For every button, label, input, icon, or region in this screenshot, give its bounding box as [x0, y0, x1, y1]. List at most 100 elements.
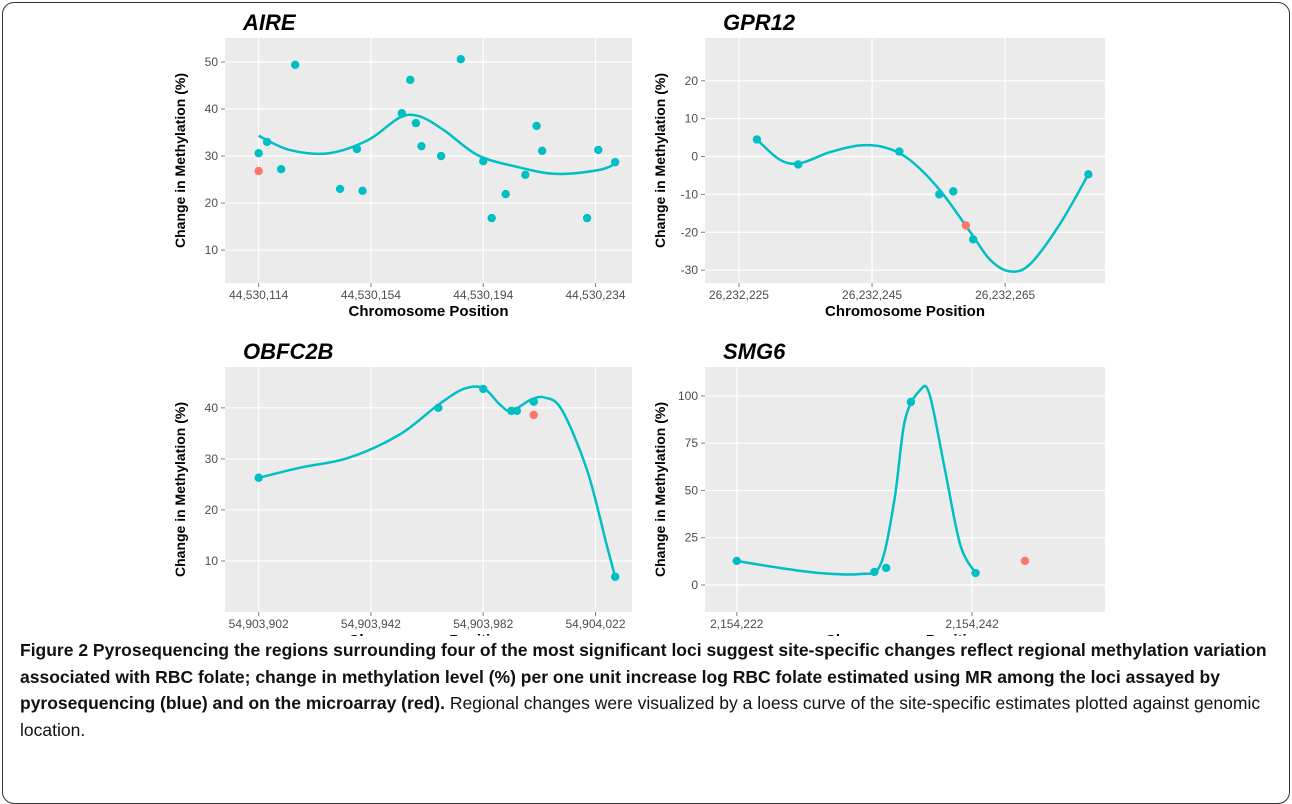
y-tick-label: 20	[205, 196, 219, 210]
y-tick-label: 10	[685, 112, 699, 126]
point	[594, 145, 603, 155]
y-tick-label: 50	[685, 483, 699, 497]
loess-curve	[258, 385, 617, 578]
point	[456, 54, 465, 64]
y-tick-label: 0	[691, 150, 698, 164]
x-tick-label: 44,530,234	[565, 288, 625, 302]
x-tick-label: 54,904,022	[565, 617, 625, 631]
point	[521, 170, 530, 180]
x-tick-label: 44,530,114	[229, 288, 288, 302]
x-axis-label: Chromosome Position	[825, 632, 985, 636]
point	[335, 184, 345, 194]
point	[479, 384, 488, 394]
point	[417, 141, 426, 151]
x-tick-label: 26,232,265	[975, 288, 1035, 302]
chart-title: SMG6	[723, 339, 786, 364]
loess-curve	[736, 384, 977, 576]
chart-title: AIRE	[242, 10, 297, 35]
point	[793, 160, 803, 169]
point	[254, 473, 263, 482]
point	[881, 563, 891, 573]
point	[1020, 556, 1030, 566]
point	[961, 221, 971, 230]
plot-background	[705, 38, 1105, 283]
point	[529, 410, 538, 420]
y-tick-label: 10	[205, 554, 219, 568]
x-tick-label: 54,903,982	[453, 617, 513, 631]
x-axis-label: Chromosome Position	[825, 303, 985, 320]
caption-text: Regional changes were visualized by a lo…	[20, 693, 1261, 740]
point	[434, 403, 443, 413]
y-tick-label: -30	[681, 263, 699, 277]
point	[411, 118, 421, 128]
point	[254, 149, 263, 158]
x-tick-label: 2,154,222	[710, 617, 764, 631]
point	[906, 397, 916, 407]
y-tick-label: 75	[685, 436, 699, 450]
caption-bold: Figure 2 Pyrosequencing the regions surr…	[20, 640, 1267, 713]
chart-title: OBFC2B	[243, 339, 334, 364]
point	[254, 166, 263, 176]
x-tick-label: 44,530,154	[341, 288, 401, 302]
point	[501, 189, 510, 199]
point	[582, 213, 592, 223]
plot-background	[225, 367, 632, 612]
y-axis-label: Change in Methylation (%)	[652, 402, 668, 577]
point	[397, 109, 407, 118]
y-axis-label: Change in Methylation (%)	[652, 73, 668, 248]
point	[935, 190, 944, 199]
point	[969, 235, 978, 244]
y-tick-label: 20	[685, 74, 699, 88]
y-tick-label: 40	[205, 102, 219, 116]
point	[895, 147, 904, 156]
plot-background	[705, 367, 1105, 612]
point	[1084, 170, 1093, 179]
x-tick-label: 54,903,942	[341, 617, 401, 631]
y-tick-label: 100	[678, 389, 698, 403]
point	[752, 135, 762, 144]
point	[487, 213, 496, 223]
y-tick-label: 30	[205, 452, 219, 466]
x-tick-label: 26,232,245	[842, 288, 902, 302]
point	[290, 60, 300, 70]
x-tick-label: 54,903,902	[229, 617, 289, 631]
x-tick-label: 26,232,225	[709, 288, 769, 302]
point	[358, 186, 367, 196]
point	[610, 157, 620, 167]
point	[537, 146, 547, 156]
y-tick-label: 30	[205, 149, 219, 163]
y-tick-label: 20	[205, 503, 219, 517]
y-tick-label: 40	[205, 401, 219, 415]
y-tick-label: 10	[205, 243, 219, 257]
point	[352, 144, 362, 154]
x-tick-label: 2,154,242	[945, 617, 999, 631]
y-axis-label: Change in Methylation (%)	[172, 73, 188, 248]
point	[971, 568, 980, 578]
point	[406, 75, 415, 85]
point	[870, 567, 879, 577]
point	[610, 572, 620, 581]
point	[732, 556, 741, 566]
plot-background	[225, 38, 632, 283]
y-tick-label: 50	[205, 55, 219, 69]
point	[262, 137, 272, 147]
y-tick-label: -20	[681, 225, 699, 239]
y-axis-label: Change in Methylation (%)	[172, 402, 188, 577]
x-tick-label: 44,530,194	[453, 288, 513, 302]
y-tick-label: -10	[681, 187, 699, 201]
y-tick-label: 0	[691, 578, 698, 592]
point	[949, 187, 958, 196]
point	[479, 157, 488, 166]
figure: 10 20 30 40 50 44,530,114 44,530,154 44,530,194…	[172, 10, 1105, 636]
point	[276, 164, 286, 174]
point	[512, 406, 522, 416]
chart-title: GPR12	[723, 10, 796, 35]
x-axis-label: Chromosome Position	[348, 303, 508, 320]
x-axis-label: Chromosome Position	[348, 632, 508, 636]
point	[529, 397, 538, 406]
loess-curve	[258, 113, 616, 176]
point	[436, 151, 446, 161]
point	[532, 121, 541, 131]
caption: Figure 2 Pyrosequencing the regions surr…	[20, 637, 1275, 743]
